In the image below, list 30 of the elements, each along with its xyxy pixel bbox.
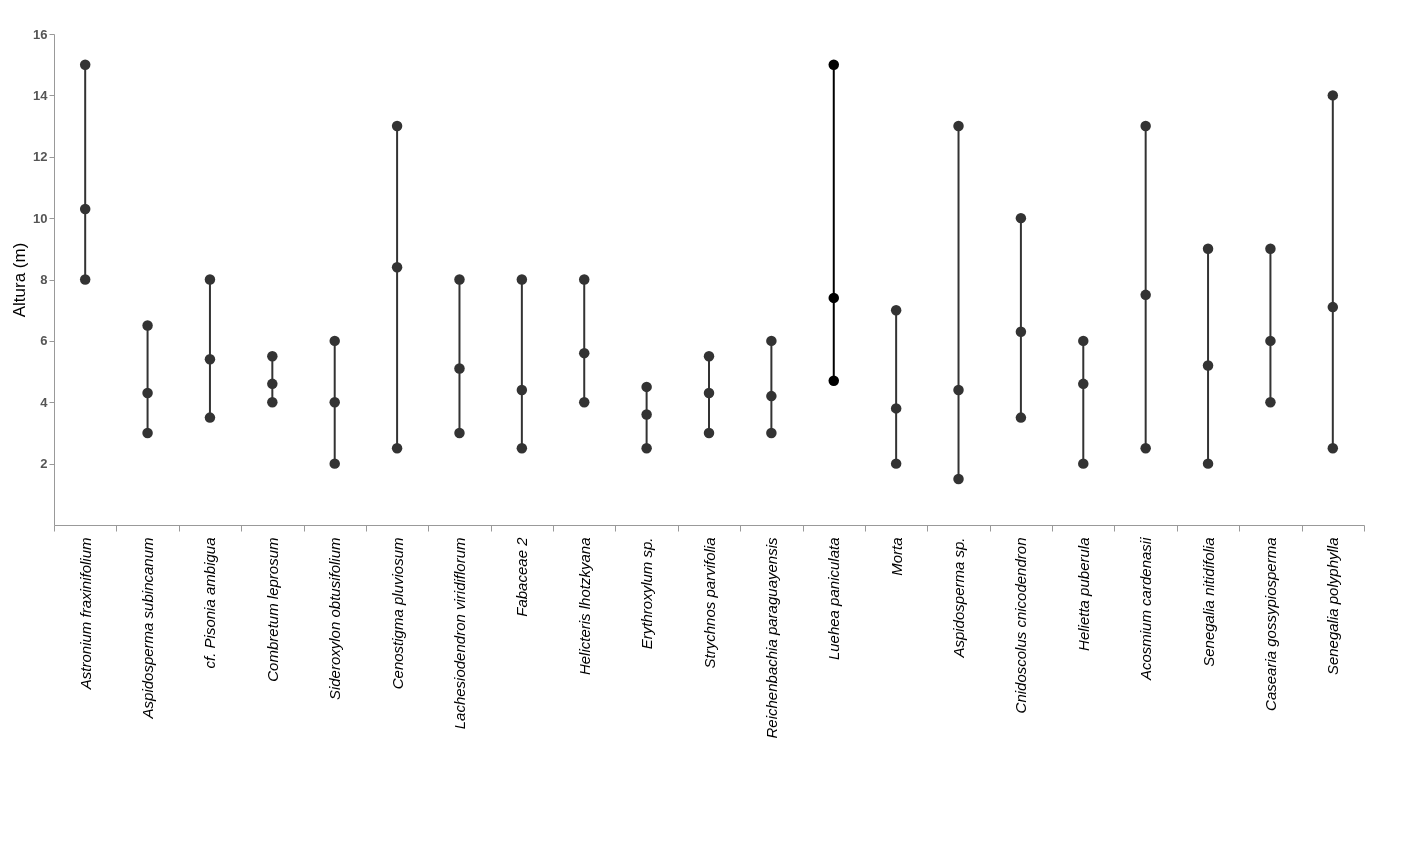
y-tick-label: 4: [40, 394, 49, 410]
x-tick-label: Cnidoscolus cnicodendron: [1012, 537, 1030, 714]
x-tick-label: Senegalia polyphylla: [1324, 537, 1342, 676]
y-tick-label: 8: [40, 272, 48, 287]
y-tick-label: 2: [40, 456, 48, 472]
y-tick-label: 16: [33, 26, 48, 42]
x-tick-label: Casearia gossypiosperma: [1261, 537, 1279, 711]
x-tick-label: Cenostigma pluviosum: [388, 537, 406, 690]
x-tick-label: Senegalia nitidifolia: [1199, 537, 1217, 667]
x-tick-label: Aspidosperma sp.: [950, 537, 968, 659]
x-tick-label: Sideroxylon obtusifolium: [326, 537, 344, 701]
x-tick-label: Astronium fraxinifolium: [76, 537, 94, 691]
x-tick-label: Aspidosperma subincanum: [139, 537, 157, 720]
x-tick-label: Helietta puberula: [1074, 537, 1092, 651]
y-tick-label: 6: [40, 333, 48, 349]
x-tick-label: Lachesiodendron viridiflorum: [450, 537, 468, 730]
x-tick-label: Acosmium cardenasii: [1137, 536, 1155, 682]
x-tick-label: Combretum leprosum: [263, 537, 281, 682]
y-tick-label: 12: [33, 149, 48, 165]
x-tick-label: cf. Pisonia ambigua: [201, 537, 219, 669]
y-axis-title: Altura (m): [10, 242, 30, 318]
x-tick-label: Morta: [887, 537, 905, 576]
x-tick-label: Fabaceae 2: [513, 536, 531, 617]
y-tick-label: 14: [33, 87, 49, 103]
y-tick-label: 10: [33, 210, 48, 226]
x-tick-label: Erythroxylum sp.: [638, 537, 656, 650]
x-tick-label: Luehea paniculata: [825, 537, 843, 661]
x-tick-label: Strychnos parvifolia: [700, 537, 718, 669]
x-tick-label: Reichenbachia paraguayensis: [762, 537, 780, 739]
x-tick-label: Helicteris lhotzkyana: [575, 537, 593, 676]
